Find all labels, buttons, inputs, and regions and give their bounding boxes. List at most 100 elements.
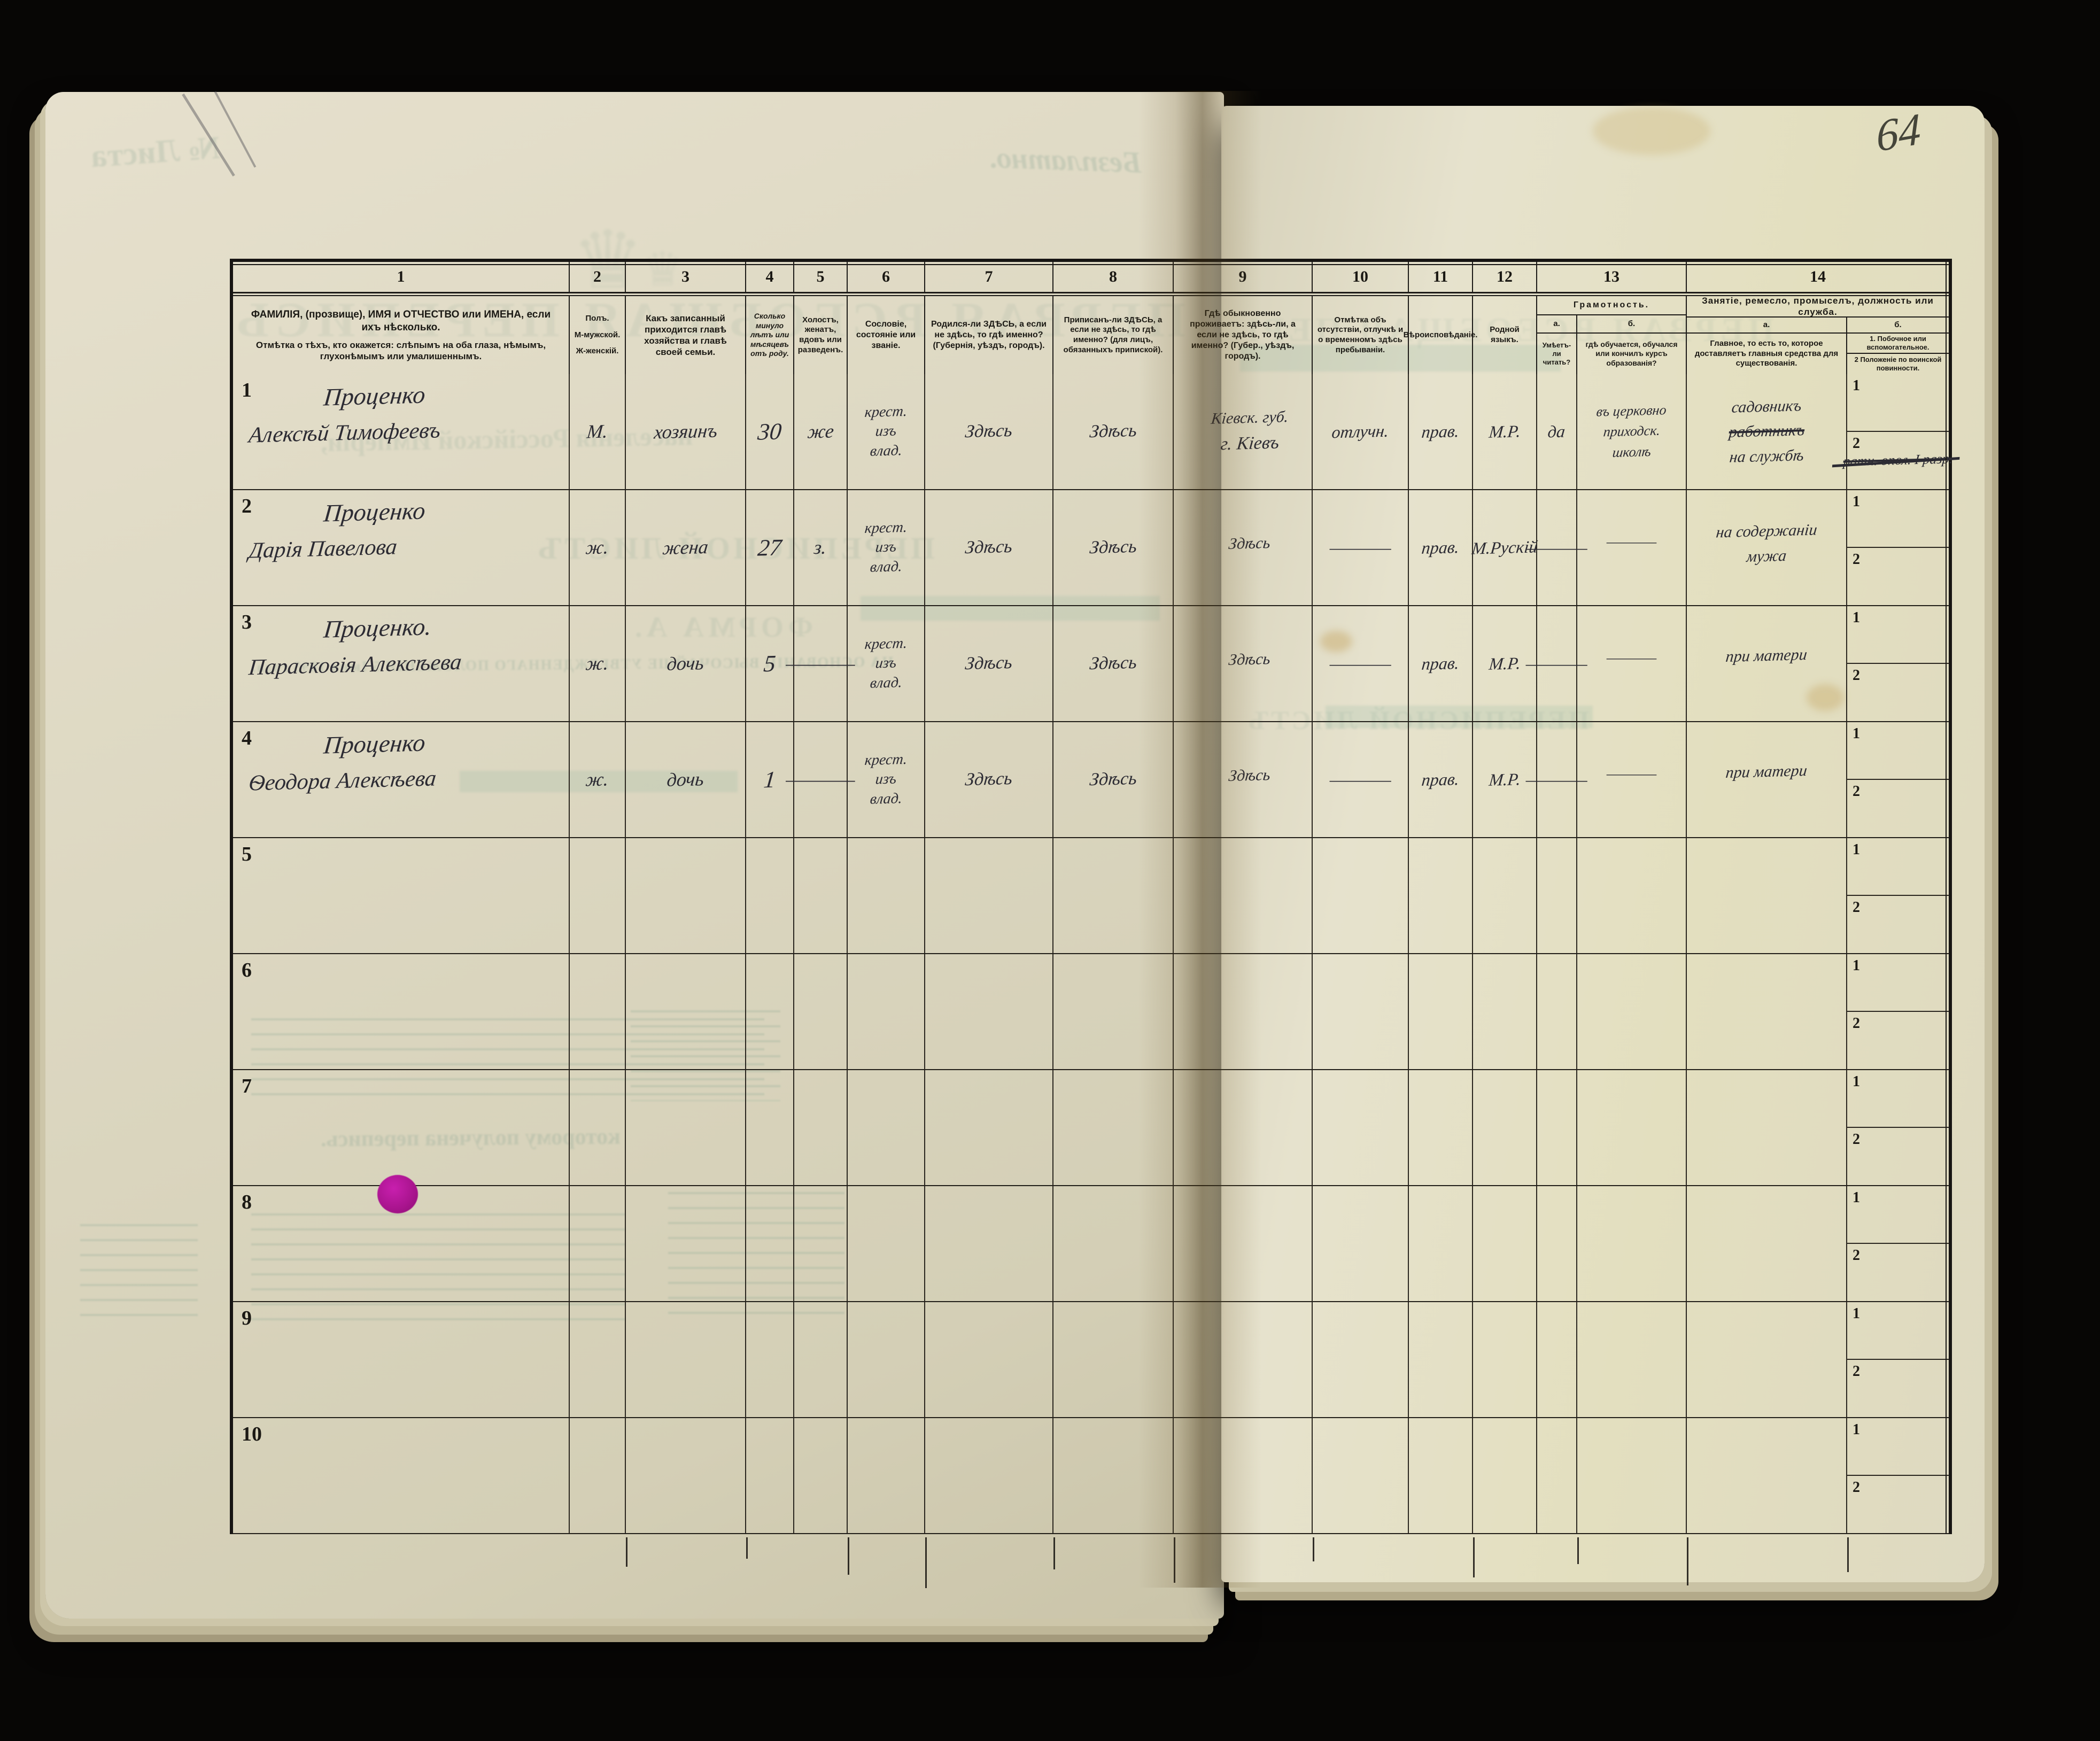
folio-page-number: 64 bbox=[1875, 104, 1922, 162]
subcell-secondary-occupation: 1 bbox=[1847, 374, 1949, 432]
cell-sex bbox=[570, 1070, 626, 1185]
column-line-stub bbox=[1313, 1537, 1314, 1561]
given-name-handwriting: Ѳеодора Алексѣева bbox=[247, 766, 438, 796]
occupation-line: при матери bbox=[1725, 646, 1808, 666]
religion-value: прав. bbox=[1421, 769, 1460, 790]
header-sex: Полъ. М-мужской. Ж-женскій. bbox=[570, 296, 626, 374]
column-number: 4 bbox=[746, 262, 794, 292]
cell-occupation-main: при матери bbox=[1687, 606, 1847, 721]
cell-relation: хозяинъ bbox=[626, 374, 746, 489]
registration-value: Здѣсь bbox=[1088, 536, 1138, 558]
cell-age: 27 bbox=[746, 490, 794, 605]
header-sex-title: Полъ. bbox=[585, 313, 609, 323]
cell-religion bbox=[1409, 1186, 1473, 1301]
cell-registration bbox=[1053, 1418, 1174, 1533]
marital-value: з. bbox=[813, 536, 828, 559]
subcell-military-status: 2 bbox=[1847, 1244, 1949, 1302]
given-name-handwriting: Дарія Павелова bbox=[247, 535, 399, 563]
cell-literacy: да bbox=[1537, 374, 1577, 489]
cell-estate: крест. изъ влад. bbox=[848, 722, 925, 837]
header-residence: Гдѣ обыкновенно проживаетъ: здѣсь-ли, а … bbox=[1174, 296, 1313, 374]
header-occupation-secondary-text: 1. Побочное или вспомогательное. bbox=[1866, 334, 1929, 351]
religion-value: прав. bbox=[1421, 653, 1460, 674]
literacy-value: — bbox=[1526, 538, 1587, 558]
age-value: 30 bbox=[756, 418, 783, 445]
estate-line: крест. bbox=[864, 751, 908, 769]
cell-absence: — bbox=[1313, 490, 1409, 605]
cell-age: 30 bbox=[746, 374, 794, 489]
column-number: 6 bbox=[848, 262, 925, 292]
column-line-stub bbox=[1847, 1537, 1849, 1572]
cell-relation bbox=[626, 1302, 746, 1417]
age-value: 5 bbox=[762, 650, 777, 677]
header-military-status-text: 2 Положеніе по воинской повинности. bbox=[1854, 355, 1942, 372]
header-age-text: Сколько минуло лѣтъ или мѣсяцевъ отъ род… bbox=[750, 312, 789, 358]
sex-value: М. bbox=[586, 420, 609, 443]
cell-sex bbox=[570, 1418, 626, 1533]
cell-name: 2 Проценко Дарія Павелова bbox=[233, 490, 570, 605]
cell-estate bbox=[848, 1418, 925, 1533]
cell-occupation-main: при матери bbox=[1687, 722, 1847, 837]
cell-religion bbox=[1409, 954, 1473, 1069]
birthplace-value: Здѣсь bbox=[964, 652, 1013, 674]
cell-residence bbox=[1174, 954, 1313, 1069]
header-birthplace: Родился-ли ЗДѢСЬ, а если не здѣсь, то гд… bbox=[925, 296, 1053, 374]
showthrough-paragraph bbox=[251, 1018, 764, 1098]
cell-religion bbox=[1409, 1418, 1473, 1533]
subcell-secondary-occupation: 1 bbox=[1847, 722, 1949, 780]
cell-age bbox=[746, 954, 794, 1069]
subcell-label: 1 bbox=[1853, 841, 1860, 858]
header-literacy-b: гдѣ обучается, обучался или кончилъ курс… bbox=[1577, 334, 1687, 374]
cell-residence bbox=[1174, 1070, 1313, 1185]
subcell-label: 2 bbox=[1853, 1015, 1860, 1032]
book-spine-fold bbox=[1138, 91, 1261, 1588]
language-value: М.Р. bbox=[1487, 653, 1522, 674]
education-line: школѣ bbox=[1611, 443, 1652, 460]
cell-marital bbox=[794, 838, 848, 953]
right-page bbox=[1221, 106, 1985, 1582]
cell-birthplace: Здѣсь bbox=[925, 722, 1053, 837]
birthplace-value: Здѣсь bbox=[964, 420, 1013, 442]
marital-value: же bbox=[806, 420, 835, 443]
header-relation: Какъ записанный приходится главѣ хозяйст… bbox=[626, 296, 746, 374]
estate-line: влад. bbox=[869, 558, 903, 576]
header-names: ФАМИЛІЯ, (прозвище), ИМЯ и ОТЧЕСТВО или … bbox=[233, 296, 570, 374]
registration-value: Здѣсь bbox=[1088, 768, 1138, 790]
cell-birthplace bbox=[925, 1070, 1053, 1185]
cell-religion bbox=[1409, 838, 1473, 953]
header-literacy-a-text: Умѣетъ-ли читать? bbox=[1542, 341, 1571, 367]
row-number: 3 bbox=[242, 611, 252, 633]
cell-name: 6 bbox=[233, 954, 570, 1069]
military-status-value: ратн. опол. I разр. bbox=[1842, 451, 1954, 469]
cell-literacy bbox=[1537, 838, 1577, 953]
header-marital-text: Холостъ, женатъ, вдовъ или разведенъ. bbox=[797, 315, 843, 354]
education-line: — bbox=[1607, 766, 1656, 782]
label-a: а. bbox=[1553, 319, 1560, 328]
header-literacy-title: Грамотность. bbox=[1537, 296, 1687, 315]
cell-sex bbox=[570, 954, 626, 1069]
occupation-line: при матери bbox=[1725, 762, 1808, 782]
subcell-label: 2 bbox=[1853, 1479, 1860, 1496]
table-row: 2 Проценко Дарія Павелова ж. жена 27 з. … bbox=[233, 490, 1949, 606]
cell-marital bbox=[794, 1186, 848, 1301]
subcell-secondary-occupation: 1 bbox=[1847, 1070, 1949, 1128]
cell-estate bbox=[848, 954, 925, 1069]
cell-occupation-main bbox=[1687, 1186, 1847, 1301]
cell-education bbox=[1577, 838, 1687, 953]
row-number: 10 bbox=[242, 1423, 262, 1445]
column-line-stub bbox=[1687, 1537, 1688, 1585]
occupation-line: на содержаніи bbox=[1715, 521, 1818, 541]
relation-value: дочь bbox=[666, 652, 705, 675]
cell-marital: же bbox=[794, 374, 848, 489]
cell-relation: дочь bbox=[626, 606, 746, 721]
column-number: 7 bbox=[925, 262, 1053, 292]
cell-residence bbox=[1174, 1302, 1313, 1417]
header-sex-female: Ж-женскій. bbox=[576, 346, 619, 356]
sex-value: ж. bbox=[585, 652, 610, 675]
cell-literacy: — bbox=[1526, 722, 1587, 837]
cell-name: 10 bbox=[233, 1418, 570, 1533]
row-number: 6 bbox=[242, 959, 252, 981]
table-row: 10 bbox=[233, 1418, 1949, 1534]
cell-education bbox=[1577, 1186, 1687, 1301]
column-line-stub bbox=[925, 1537, 927, 1588]
